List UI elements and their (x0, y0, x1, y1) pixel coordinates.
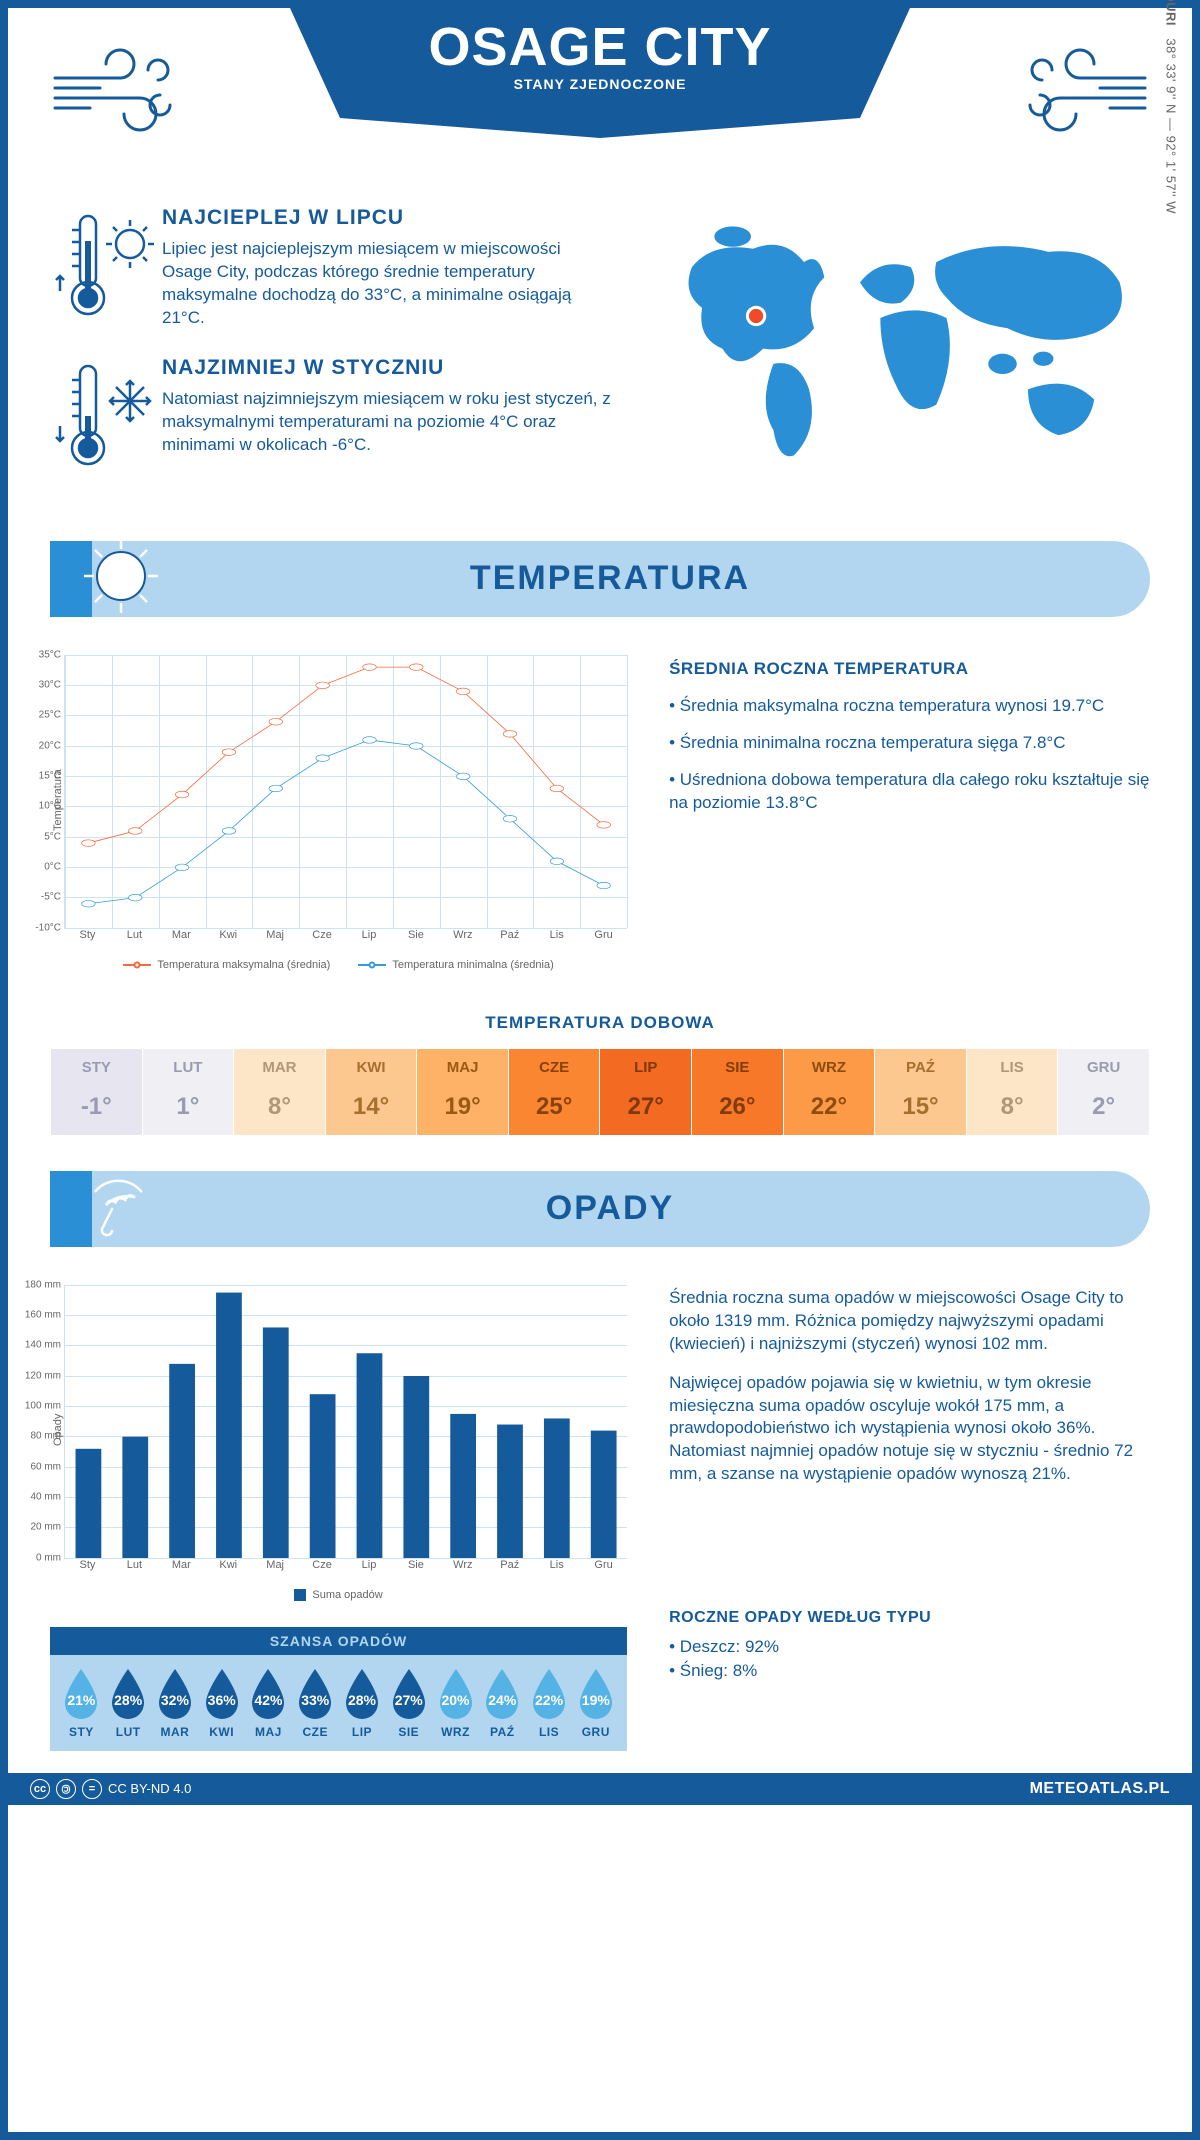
warmest-block: NAJCIEPLEJ W LIPCU Lipiec jest najcieple… (50, 206, 613, 330)
coldest-text: Natomiast najzimniejszym miesiącem w rok… (162, 388, 613, 457)
license-text: CC BY-ND 4.0 (108, 1781, 191, 1796)
header: OSAGE CITY STANY ZJEDNOCZONE (50, 26, 1150, 176)
nd-icon: = (82, 1779, 102, 1799)
intro-section: NAJCIEPLEJ W LIPCU Lipiec jest najcieple… (50, 206, 1150, 505)
daily-temp-cell: CZE25° (508, 1049, 600, 1135)
chance-drop: 36% KWI (198, 1667, 245, 1739)
coldest-title: NAJZIMNIEJ W STYCZNIU (162, 356, 613, 380)
daily-temp-cell: KWI14° (325, 1049, 417, 1135)
daily-temp-cell: STY-1° (50, 1049, 142, 1135)
warmest-text: Lipiec jest najcieplejszym miesiącem w m… (162, 238, 613, 330)
coldest-block: NAJZIMNIEJ W STYCZNIU Natomiast najzimni… (50, 356, 613, 479)
world-map (641, 206, 1150, 481)
chance-drop: 42% MAJ (245, 1667, 292, 1739)
latitude: 38° 33' 9'' N (1163, 38, 1178, 114)
chance-drop: 27% SIE (385, 1667, 432, 1739)
legend-min: Temperatura minimalna (średnia) (392, 959, 553, 971)
daily-temp-cell: SIE26° (691, 1049, 783, 1135)
precipitation-section-header: OPADY (50, 1171, 1150, 1247)
precip-type-bullet: • Śnieg: 8% (669, 1661, 1150, 1681)
page-title: OSAGE CITY (290, 16, 910, 78)
longitude: 92° 1' 57'' W (1163, 136, 1178, 214)
footer: cc 🄯 = CC BY-ND 4.0 METEOATLAS.PL (8, 1773, 1192, 1805)
temperature-section-header: TEMPERATURA (50, 541, 1150, 617)
daily-temp-cell: LIP27° (599, 1049, 691, 1135)
thermometer-snow-icon (50, 356, 162, 479)
chart-legend: Temperatura maksymalna (średnia) Tempera… (50, 959, 627, 971)
legend-bar: Suma opadów (312, 1589, 382, 1601)
section-title: TEMPERATURA (160, 559, 1150, 598)
precip-text: Najwięcej opadów pojawia się w kwietniu,… (669, 1372, 1150, 1487)
umbrella-icon (82, 1167, 160, 1250)
precip-text: Średnia roczna suma opadów w miejscowośc… (669, 1287, 1150, 1356)
daily-temp-cell: MAJ19° (416, 1049, 508, 1135)
daily-temp-cell: MAR8° (233, 1049, 325, 1135)
precipitation-chart: Opady 180 mm160 mm140 mm120 mm100 mm80 m… (50, 1285, 627, 1575)
chance-drop: 20% WRZ (432, 1667, 479, 1739)
precipitation-chance: SZANSA OPADÓW 21% STY 28% LUT 32% MAR 36… (50, 1627, 627, 1751)
chance-title: SZANSA OPADÓW (50, 1627, 627, 1655)
daily-temp-title: TEMPERATURA DOBOWA (50, 1013, 1150, 1033)
chance-drop: 32% MAR (152, 1667, 199, 1739)
chance-drop: 28% LIP (339, 1667, 386, 1739)
warmest-title: NAJCIEPLEJ W LIPCU (162, 206, 613, 230)
chart-legend: Suma opadów (50, 1589, 627, 1601)
annual-temp-bullet: • Średnia maksymalna roczna temperatura … (669, 695, 1150, 718)
chance-drop: 24% PAŹ (479, 1667, 526, 1739)
daily-temp-cell: WRZ22° (783, 1049, 875, 1135)
brand-name: METEOATLAS.PL (1030, 1780, 1170, 1798)
daily-temp-cell: LIS8° (966, 1049, 1058, 1135)
daily-temp-cell: GRU2° (1057, 1049, 1149, 1135)
by-icon: 🄯 (56, 1779, 76, 1799)
title-banner: OSAGE CITY STANY ZJEDNOCZONE (290, 8, 910, 138)
region: MISSOURI (1163, 0, 1178, 26)
legend-max: Temperatura maksymalna (średnia) (157, 959, 330, 971)
chance-drop: 28% LUT (105, 1667, 152, 1739)
chance-drop: 22% LIS (526, 1667, 573, 1739)
precip-type-title: ROCZNE OPADY WEDŁUG TYPU (669, 1609, 1150, 1627)
temperature-chart: Temperatura 35°C30°C25°C20°C15°C10°C5°C0… (50, 655, 627, 945)
cc-icon: cc (30, 1779, 50, 1799)
daily-temp-cell: LUT1° (142, 1049, 234, 1135)
annual-temp-bullet: • Uśredniona dobowa temperatura dla całe… (669, 769, 1150, 815)
page-subtitle: STANY ZJEDNOCZONE (290, 76, 910, 92)
precip-type-bullet: • Deszcz: 92% (669, 1637, 1150, 1657)
chance-drop: 19% GRU (572, 1667, 619, 1739)
chance-drop: 21% STY (58, 1667, 105, 1739)
daily-temp-strip: STY-1°LUT1°MAR8°KWI14°MAJ19°CZE25°LIP27°… (50, 1049, 1150, 1135)
annual-temp-title: ŚREDNIA ROCZNA TEMPERATURA (669, 659, 1150, 679)
thermometer-sun-icon (50, 206, 162, 330)
daily-temp-cell: PAŹ15° (874, 1049, 966, 1135)
section-title: OPADY (160, 1189, 1150, 1228)
wind-icon (50, 40, 180, 145)
annual-temp-bullet: • Średnia minimalna roczna temperatura s… (669, 732, 1150, 755)
coordinates: MISSOURI 38° 33' 9'' N — 92° 1' 57'' W (1163, 0, 1178, 214)
wind-icon (1020, 40, 1150, 145)
chance-drop: 33% CZE (292, 1667, 339, 1739)
sun-icon (82, 537, 160, 620)
